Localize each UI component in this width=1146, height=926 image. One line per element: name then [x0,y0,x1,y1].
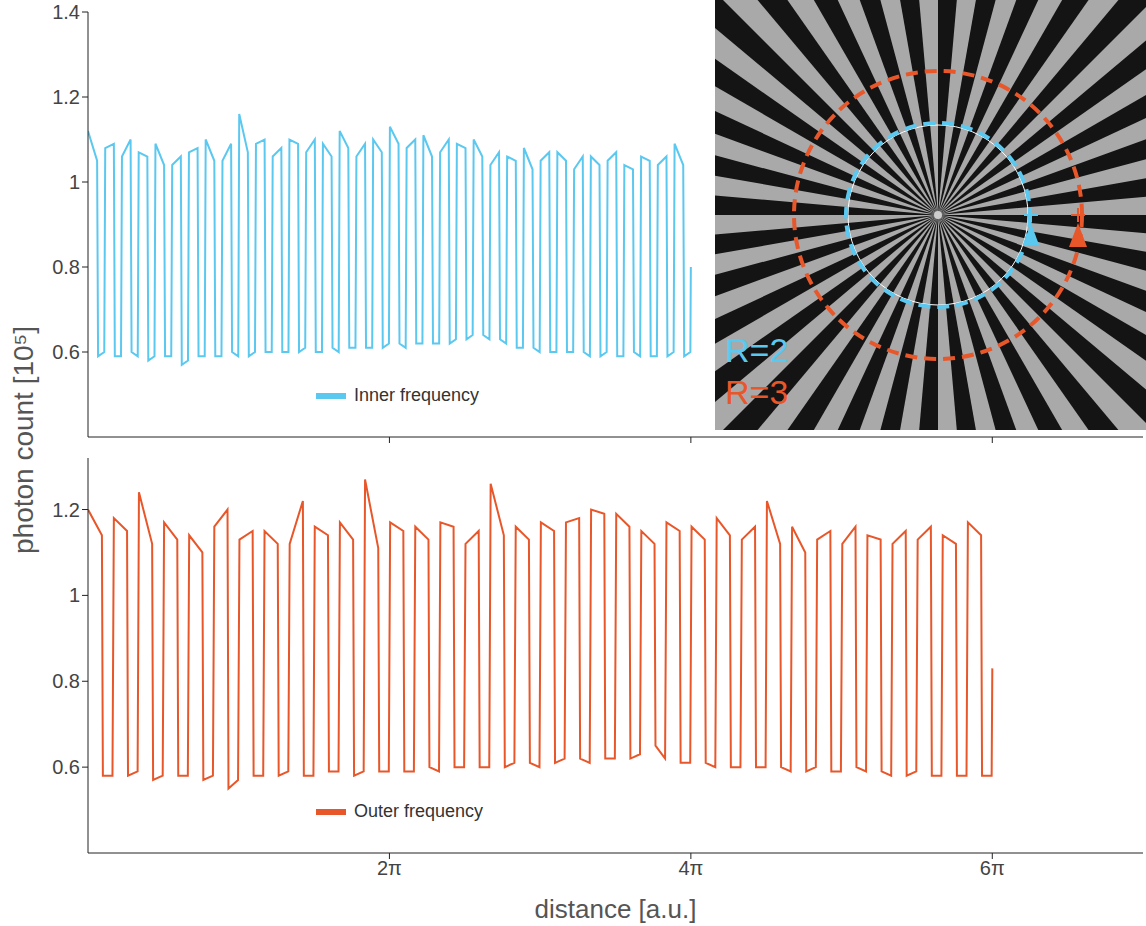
svg-text:R=3: R=3 [725,373,788,411]
svg-text:2π: 2π [377,857,402,879]
svg-text:4π: 4π [678,857,703,879]
svg-text:0.8: 0.8 [52,256,80,278]
svg-text:0.8: 0.8 [52,670,80,692]
svg-text:1.2: 1.2 [52,86,80,108]
html-text:Inner frequency: Inner frequency [354,385,480,405]
svg-text:6π: 6π [980,857,1005,879]
svg-text:0.6: 0.6 [52,341,80,363]
html-text:photon count [10⁵]: photon count [10⁵] [8,326,39,554]
svg-text:0.6: 0.6 [52,756,80,778]
svg-text:1.4: 1.4 [52,1,80,23]
svg-text:R=2: R=2 [725,331,788,369]
svg-text:distance [a.u.]: distance [a.u.] [535,894,697,924]
svg-text:1: 1 [69,171,80,193]
html-text:Outer frequency: Outer frequency [354,801,484,821]
svg-text:1.2: 1.2 [52,499,80,521]
svg-text:1: 1 [69,584,80,606]
